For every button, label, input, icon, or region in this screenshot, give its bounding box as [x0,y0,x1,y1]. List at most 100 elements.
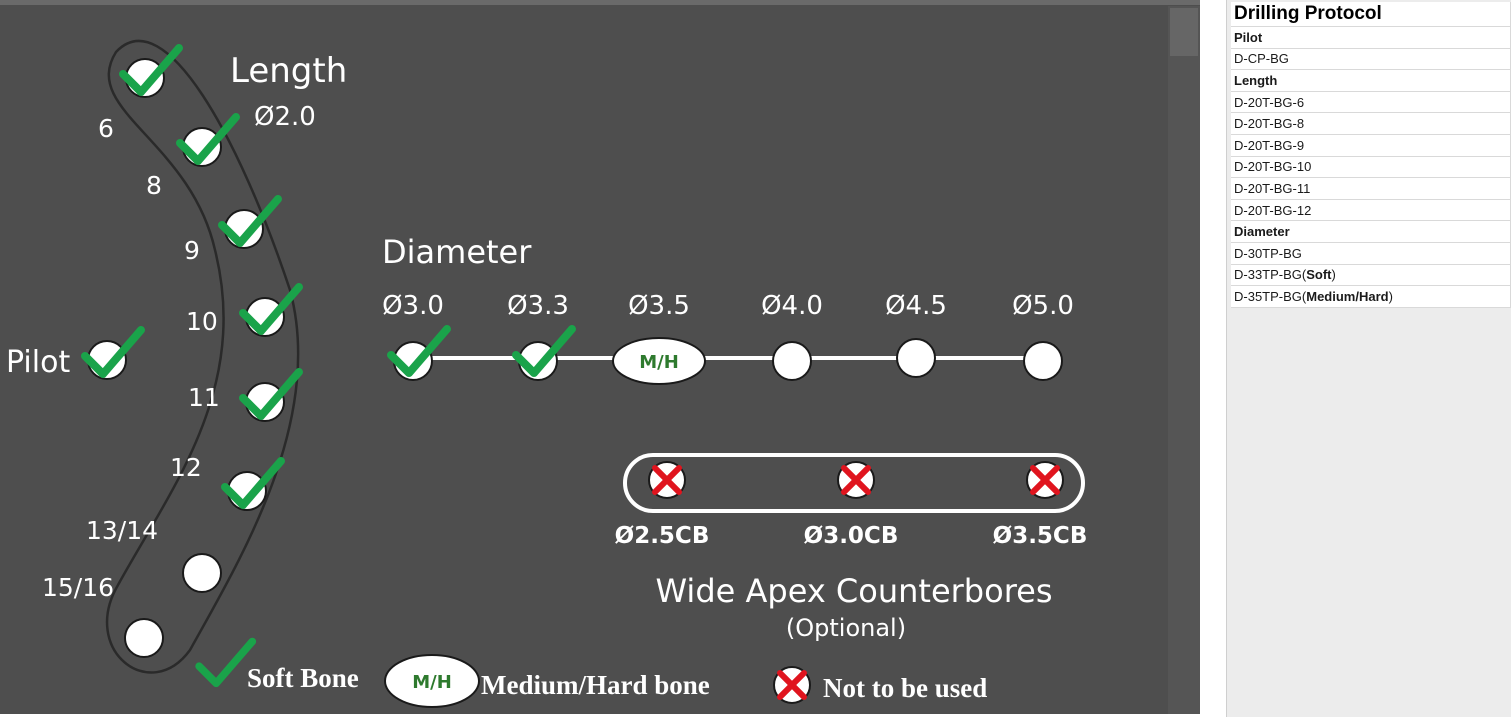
protocol-item-label: D-CP-BG [1231,48,1511,71]
scrollbar-thumb[interactable] [1170,8,1198,56]
protocol-section-row[interactable]: Length [1231,69,1511,92]
protocol-item-label: D-33TP-BG(Soft) [1231,264,1511,287]
counterbore-label: Ø3.0CB [804,523,899,549]
protocol-cell-bold-text: Soft [1306,267,1332,283]
protocol-cell-text: D-33TP-BG( [1234,267,1307,283]
diameter-node [896,338,936,378]
protocol-item-label: D-20T-BG-10 [1231,156,1511,179]
counterbore-outline [623,453,1085,513]
protocol-cell-text: Diameter [1234,224,1290,240]
length-step-label: 13/14 [86,516,158,545]
protocol-item-label: D-35TP-BG(Medium/Hard) [1231,285,1511,308]
protocol-item-label: D-20T-BG-8 [1231,112,1511,135]
length-step-label: 12 [170,453,202,482]
pilot-label: Pilot [6,345,70,380]
diameter-check-icon [387,325,451,377]
protocol-cell-text: D-CP-BG [1234,51,1289,67]
length-node [182,553,222,593]
protocol-item-row[interactable]: D-20T-BG-10 [1231,156,1511,179]
protocol-section-row[interactable]: Pilot [1231,26,1511,49]
protocol-item-label: D-20T-BG-6 [1231,91,1511,114]
scrollbar-track[interactable] [1168,6,1200,714]
diameter-step-label: Ø3.3 [507,291,569,321]
diameter-title: Diameter [382,233,532,271]
length-check-icon [221,457,285,509]
drilling-diagram: Length Ø2.0 Pilot Diameter Wide Apex Cou… [0,0,1200,714]
protocol-cell-text: D-20T-BG-8 [1234,116,1305,132]
diameter-step-label: Ø3.5 [628,291,690,321]
diameter-node [772,341,812,381]
diameter-node [1023,341,1063,381]
diameter-step-label: Ø4.5 [885,291,947,321]
diameter-step-label: Ø4.0 [761,291,823,321]
legend-soft-text: Soft Bone [247,663,359,693]
protocol-cell-text: D-35TP-BG( [1234,288,1307,304]
protocol-table: Drilling Protocol Pilot D-CP-BG Length D-20… [1231,2,1511,308]
diameter-check-icon [512,325,576,377]
protocol-section-row[interactable]: Diameter [1231,220,1511,243]
protocol-panel: Drilling Protocol Pilot D-CP-BG Length D-20… [1226,0,1511,717]
length-title: Length [230,51,347,91]
counterbore-cross-icon [841,465,871,495]
protocol-cell-bold-text: Medium/Hard [1306,288,1389,304]
diameter-step-label: Ø5.0 [1012,291,1074,321]
length-check-icon [119,44,183,96]
length-step-label: 11 [188,383,220,412]
protocol-item-row[interactable]: D-30TP-BG [1231,242,1511,265]
counterbore-cross-icon [1030,465,1060,495]
protocol-cell-suffix: ) [1331,267,1336,283]
length-diameter-label: Ø2.0 [254,102,316,132]
pilot-check-icon [81,326,145,378]
legend-mh-text: Medium/Hard bone [481,670,710,700]
legend-mh-badge [384,654,480,708]
counterbore-cross-icon [652,465,682,495]
diagram-top-edge [0,0,1200,5]
protocol-cell-text: D-20T-BG-12 [1234,202,1312,218]
counterbore-label: Ø2.5CB [615,523,710,549]
length-step-label: 15/16 [42,573,114,602]
protocol-cell-text: Length [1234,72,1278,88]
protocol-cell-text: D-20T-BG-9 [1234,137,1305,153]
length-check-icon [176,113,240,165]
legend-cross-icon [777,670,807,700]
protocol-item-label: D-30TP-BG [1231,242,1511,265]
legend-not-used-text: Not to be used [823,673,987,703]
diameter-mh-badge-text: M/H [639,352,679,373]
length-check-icon [239,368,303,420]
length-step-label: 9 [184,236,200,265]
protocol-item-row[interactable]: D-CP-BG [1231,48,1511,71]
protocol-title-row: Drilling Protocol [1231,2,1511,27]
legend-mh-badge-text: M/H [412,672,452,693]
protocol-section-label: Length [1231,69,1511,92]
protocol-cell-text: D-20T-BG-6 [1234,94,1305,110]
protocol-item-row[interactable]: D-20T-BG-6 [1231,91,1511,114]
protocol-item-label: D-20T-BG-9 [1231,134,1511,157]
protocol-item-row[interactable]: D-33TP-BG(Soft) [1231,264,1511,287]
protocol-section-label: Diameter [1231,220,1511,243]
protocol-cell-text: D-30TP-BG [1234,245,1302,261]
counterbores-subtitle: (Optional) [786,614,906,642]
protocol-cell-text: D-20T-BG-11 [1234,180,1311,196]
length-check-icon [218,195,282,247]
protocol-title: Drilling Protocol [1231,2,1511,27]
protocol-item-row[interactable]: D-20T-BG-11 [1231,177,1511,200]
counterbore-label: Ø3.5CB [993,523,1088,549]
protocol-cell-suffix: ) [1388,288,1393,304]
protocol-item-label: D-20T-BG-12 [1231,199,1511,222]
legend-check-icon [195,637,257,688]
diameter-mh-badge [612,337,706,385]
length-step-label: 10 [186,307,218,336]
protocol-item-label: D-20T-BG-11 [1231,177,1511,200]
protocol-section-label: Pilot [1231,26,1511,49]
length-step-label: 6 [98,114,114,143]
protocol-cell-text: D-20T-BG-10 [1234,159,1312,175]
protocol-cell-text: Pilot [1234,29,1263,45]
protocol-item-row[interactable]: D-20T-BG-8 [1231,112,1511,135]
protocol-item-row[interactable]: D-20T-BG-9 [1231,134,1511,157]
protocol-item-row[interactable]: D-20T-BG-12 [1231,199,1511,222]
length-node [124,618,164,658]
counterbores-title: Wide Apex Counterbores [655,572,1052,610]
diameter-step-label: Ø3.0 [382,291,444,321]
length-step-label: 8 [146,171,162,200]
protocol-item-row[interactable]: D-35TP-BG(Medium/Hard) [1231,285,1511,308]
